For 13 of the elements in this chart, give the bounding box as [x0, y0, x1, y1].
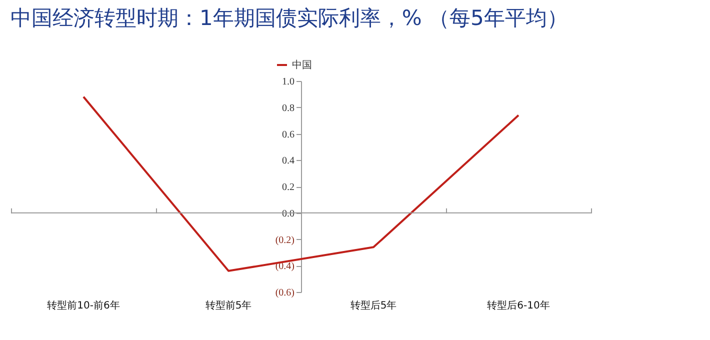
x-tick-label: 转型前10-前6年	[47, 300, 120, 312]
y-tick-label: 1.0	[282, 76, 294, 88]
chart-title: 中国经济转型时期：1年期国债实际利率，% （每5年平均）	[10, 6, 568, 30]
x-tick-label: 转型后6-10年	[487, 300, 550, 312]
x-tick-label: 转型后5年	[350, 300, 397, 312]
y-tick-label: (0.6)	[275, 288, 294, 298]
y-tick-label: 0.6	[282, 129, 294, 140]
y-tick-label: (0.2)	[275, 234, 294, 246]
y-tick-label: 0.8	[282, 102, 294, 114]
y-tick-label: 0.4	[282, 156, 294, 167]
x-tick-label: 转型前5年	[205, 300, 252, 312]
y-tick-label: 0.2	[282, 182, 294, 193]
legend-label: 中国	[292, 59, 312, 71]
